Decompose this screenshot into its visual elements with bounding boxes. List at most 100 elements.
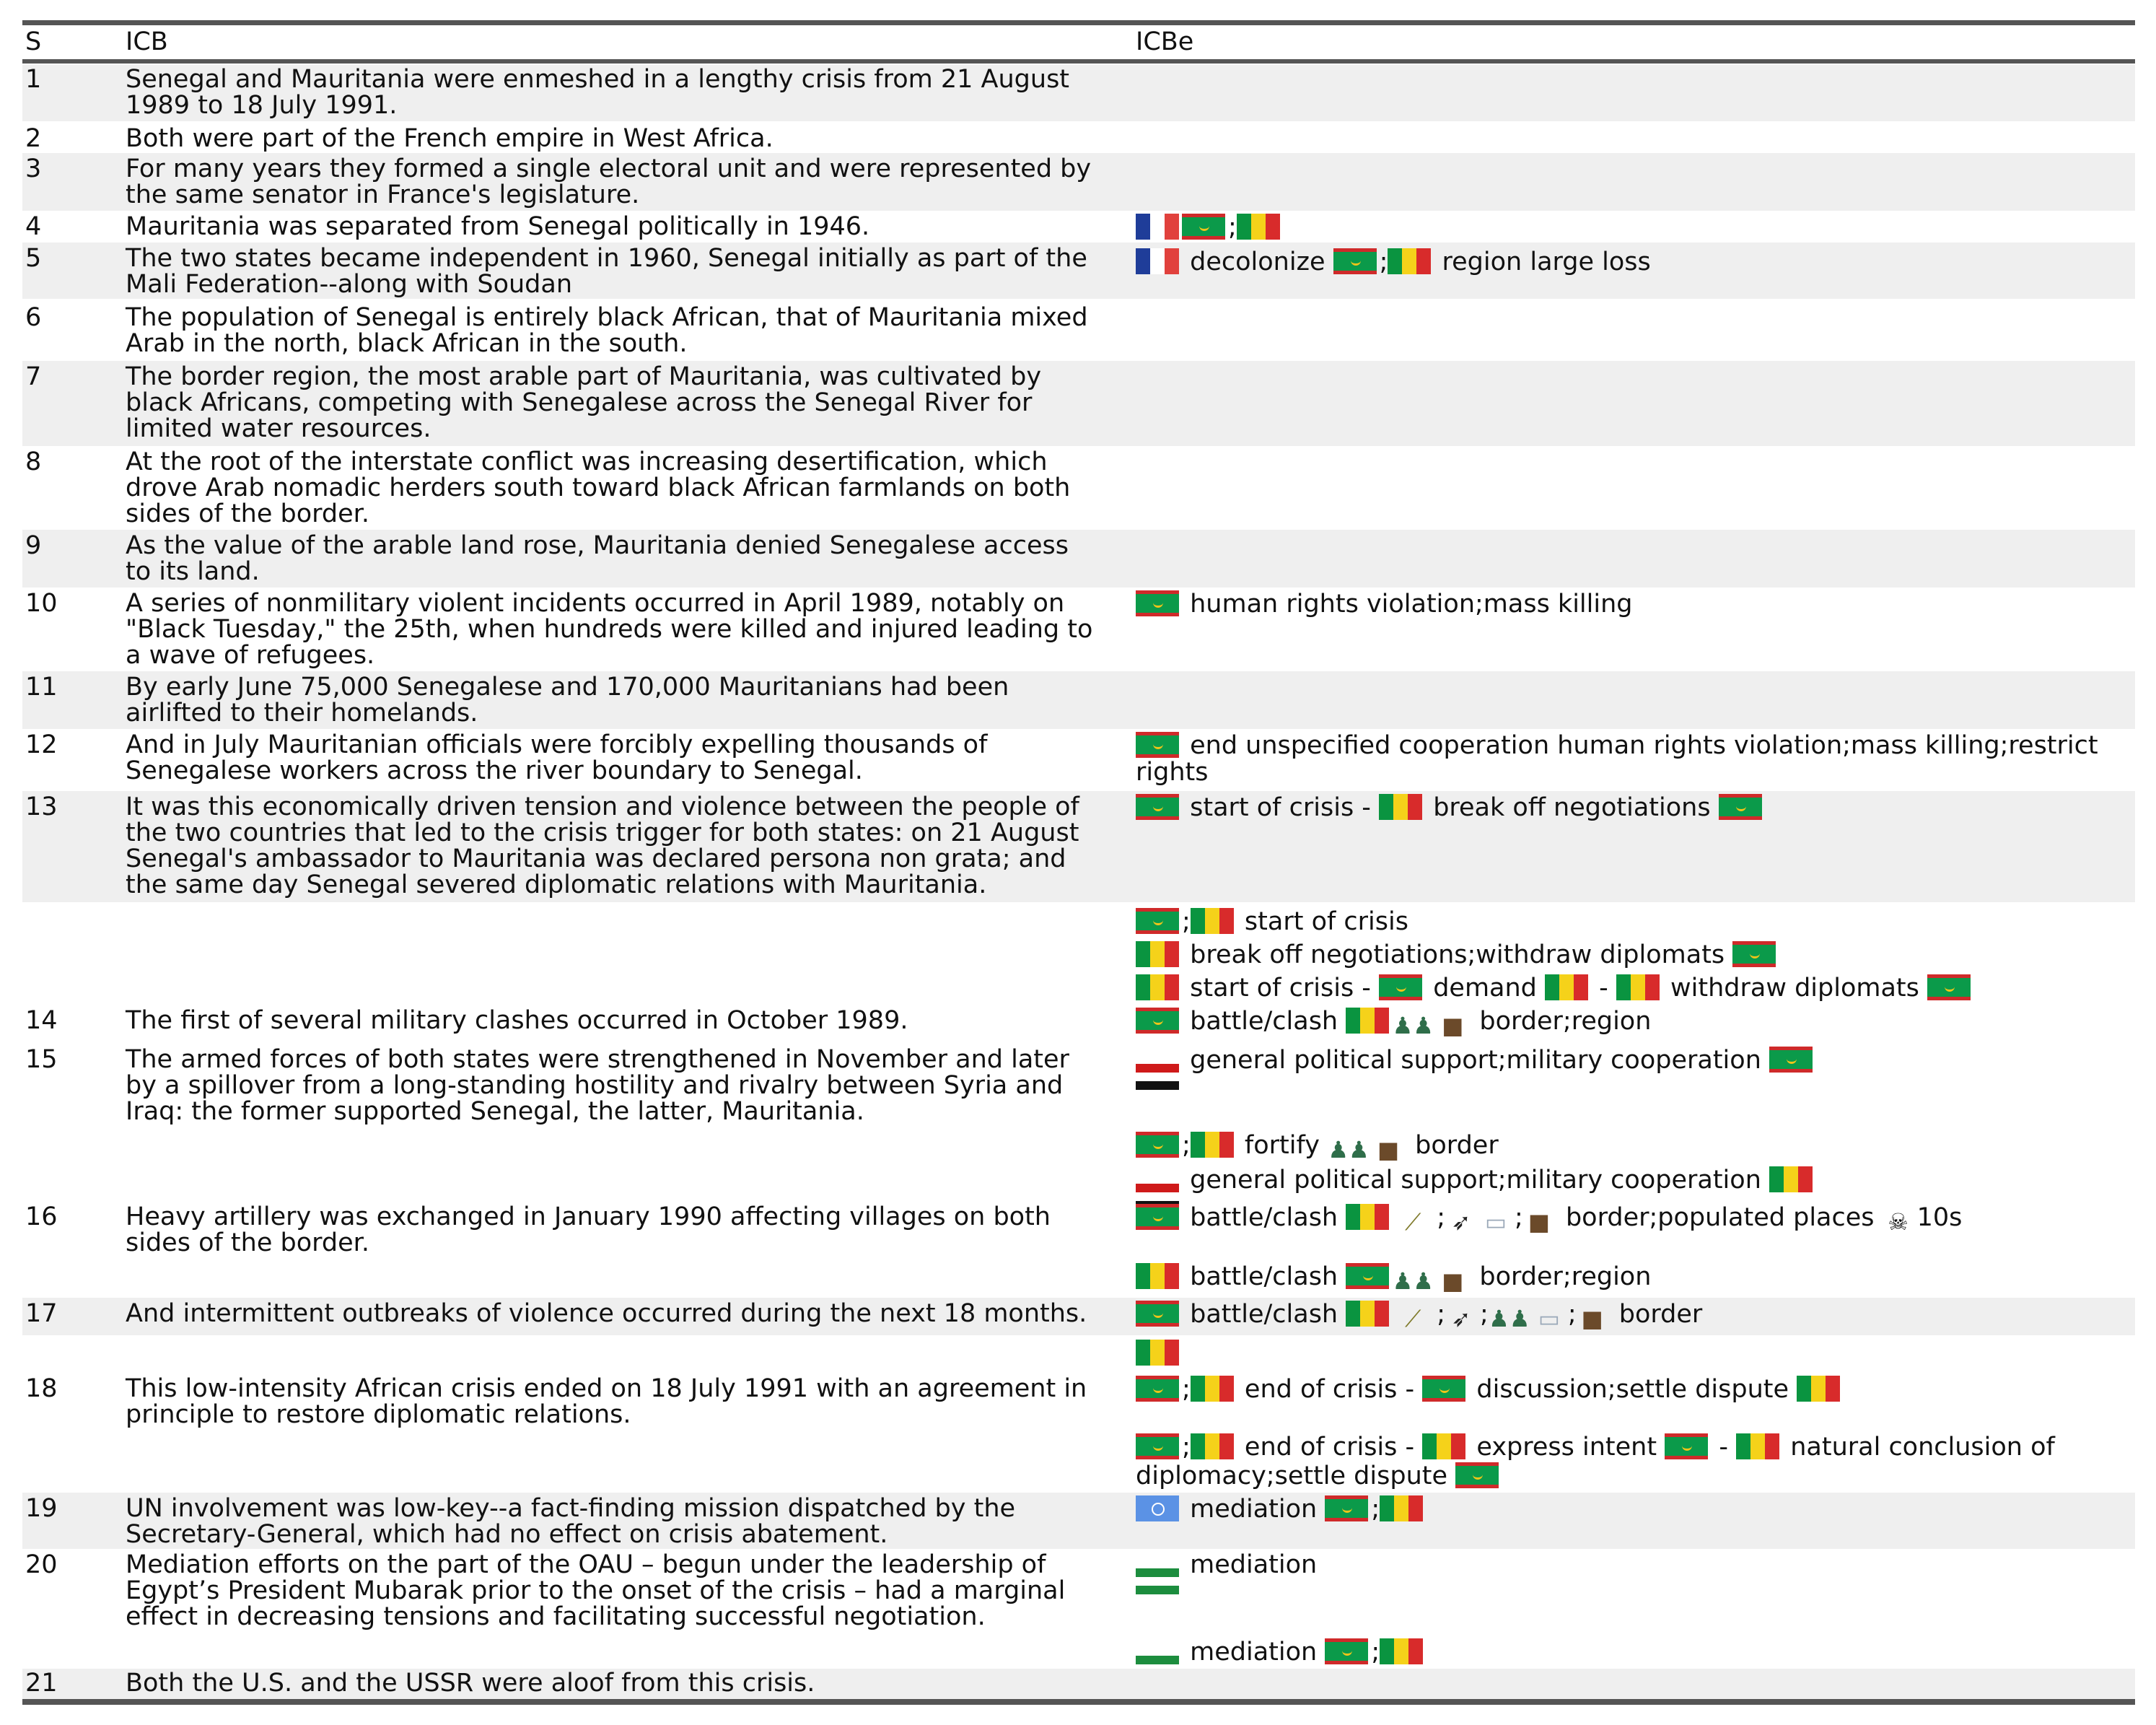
icb-text-line: Mali Federation--along with Soudan bbox=[126, 270, 573, 299]
icbe-event-text: ; bbox=[1371, 1638, 1380, 1667]
flag-senegal-icon bbox=[1380, 1638, 1424, 1664]
icbe-event-text: battle/clash bbox=[1182, 1262, 1346, 1291]
table-row: 11 By early June 75,000 Senegalese and 17… bbox=[22, 671, 2135, 729]
flag-senegal-icon bbox=[1346, 1008, 1390, 1034]
icbe-event-text: discussion;settle dispute bbox=[1468, 1375, 1797, 1404]
sentence-number: 21 bbox=[25, 1669, 58, 1698]
header-icbe: ICBe bbox=[1136, 27, 1194, 56]
icb-text-line: At the root of the interstate conflict w… bbox=[126, 447, 1048, 476]
icbe-event-text: - bbox=[1591, 974, 1616, 1003]
troops-icon: ♟♟ bbox=[1392, 1012, 1434, 1039]
icbe-event-text: mediation bbox=[1182, 1495, 1325, 1524]
icb-text-line: Senegal's ambassador to Mauritania was d… bbox=[126, 844, 1066, 873]
table-row: 20 Mediation efforts on the part of the O… bbox=[22, 1549, 2135, 1682]
icb-text-line: "Black Tuesday," the 25th, when hundreds… bbox=[126, 615, 1093, 644]
icbe-event-line: general political support;military coope… bbox=[1136, 1047, 2135, 1090]
sentence-number: 14 bbox=[25, 1006, 58, 1035]
flag-senegal-icon bbox=[1346, 1204, 1390, 1230]
sentence-number: 19 bbox=[25, 1494, 58, 1523]
icbe-event-line: mediation bbox=[1136, 1552, 2135, 1594]
icbe-event-text: end unspecified cooperation human rights… bbox=[1182, 731, 2098, 760]
territory-box-icon: ■ bbox=[1442, 1012, 1464, 1039]
header-icb: ICB bbox=[126, 27, 168, 56]
icbe-event-line: ; end of crisis - express intent - natur… bbox=[1136, 1433, 2135, 1460]
icbe-event-text: ; bbox=[1228, 213, 1237, 242]
flag-senegal-icon bbox=[1190, 1433, 1234, 1459]
flag-mauritania-icon bbox=[1136, 1301, 1179, 1327]
icbe-event-line: human rights violation;mass killing bbox=[1136, 590, 2135, 617]
icbe-event-text: rights bbox=[1136, 758, 1209, 787]
flag-senegal-icon bbox=[1136, 974, 1179, 1000]
icbe-event-text: region large loss bbox=[1434, 248, 1651, 276]
icb-text-line: Senegal and Mauritania were enmeshed in … bbox=[126, 65, 1070, 94]
icb-text-line: Both were part of the French empire in W… bbox=[126, 124, 774, 153]
icbe-event-line: rights bbox=[1136, 759, 2135, 785]
icbe-event-text: express intent bbox=[1468, 1433, 1665, 1462]
table-row: ; fortify ♟♟ ■ border general political s… bbox=[22, 1126, 2135, 1210]
table-row: 1 Senegal and Mauritania were enmeshed in… bbox=[22, 65, 2135, 121]
table-row: 3 For many years they formed a single ele… bbox=[22, 153, 2135, 211]
wall-icon: ▭ bbox=[1538, 1305, 1560, 1332]
icbe-event-text: start of crisis - bbox=[1182, 793, 1380, 822]
icbe-event-text: ; bbox=[1437, 1300, 1446, 1329]
territory-box-icon: ■ bbox=[1442, 1267, 1464, 1295]
wall-icon: ▭ bbox=[1484, 1208, 1507, 1236]
flag-senegal-icon bbox=[1190, 1132, 1234, 1158]
icb-text-line: And in July Mauritanian officials were f… bbox=[126, 730, 988, 759]
troops-icon: ♟♟ bbox=[1328, 1136, 1370, 1163]
flag-mauritania-icon bbox=[1136, 1376, 1179, 1402]
flag-senegal-icon bbox=[1346, 1301, 1390, 1327]
icbe-event-text: break off negotiations;withdraw diplomat… bbox=[1182, 940, 1733, 969]
icb-text-line: 1989 to 18 July 1991. bbox=[126, 91, 398, 120]
sentence-number: 20 bbox=[25, 1550, 58, 1579]
icb-text-line: The armed forces of both states were str… bbox=[126, 1045, 1069, 1074]
icbe-event-line: decolonize ; region large loss bbox=[1136, 248, 2135, 275]
bottom-rule bbox=[22, 1699, 2135, 1705]
icb-text-line: Secretary-General, which had no effect o… bbox=[126, 1520, 888, 1549]
icbe-event-text: ; bbox=[1515, 1203, 1523, 1232]
icbe-event-text: mediation bbox=[1182, 1638, 1325, 1667]
rocket-icon: ➶ bbox=[1451, 1208, 1471, 1236]
icbe-event-text: ; bbox=[1437, 1203, 1446, 1232]
icbe-event-line: ; bbox=[1136, 214, 2135, 240]
table-row: 19 UN involvement was low-key--a fact-fin… bbox=[22, 1493, 2135, 1549]
skull-icon: ☠ bbox=[1888, 1208, 1909, 1236]
icb-text-line: It was this economically driven tension … bbox=[126, 792, 1079, 821]
flag-senegal-icon bbox=[1379, 794, 1423, 820]
icbe-event-text: mediation bbox=[1182, 1550, 1318, 1579]
sentence-number: 11 bbox=[25, 673, 58, 702]
icbe-event-line: battle/clash ♟♟ ■ border;region bbox=[1136, 1263, 2135, 1294]
icbe-event-text: break off negotiations bbox=[1425, 793, 1719, 822]
flag-senegal-icon bbox=[1388, 248, 1432, 274]
icb-text-line: The border region, the most arable part … bbox=[126, 362, 1042, 391]
icb-text-line: effect in decreasing tensions and facili… bbox=[126, 1602, 986, 1631]
icbe-event-text: general political support;military coope… bbox=[1182, 1046, 1770, 1075]
icbe-event-text: border;populated places bbox=[1557, 1203, 1883, 1232]
flag-senegal-icon bbox=[1797, 1376, 1841, 1402]
flag-senegal-icon bbox=[1736, 1433, 1780, 1459]
icb-text-line: principle to restore diplomatic relation… bbox=[126, 1400, 631, 1429]
flag-mauritania-icon bbox=[1927, 974, 1971, 1000]
table-row: 17 And intermittent outbreaks of violence… bbox=[22, 1298, 2135, 1335]
flag-senegal-icon bbox=[1769, 1166, 1813, 1192]
icbe-event-text: border;region bbox=[1471, 1007, 1652, 1036]
icbe-event-text: 10s bbox=[1916, 1203, 1963, 1232]
icbe-event-text: human rights violation;mass killing bbox=[1182, 590, 1633, 619]
flag-mauritania-icon bbox=[1182, 214, 1225, 240]
icbe-event-text: ; bbox=[1567, 1300, 1577, 1329]
icbe-event-text: decolonize bbox=[1182, 248, 1333, 276]
flag-mauritania-icon bbox=[1136, 1204, 1179, 1230]
territory-box-icon: ■ bbox=[1377, 1136, 1400, 1163]
sentence-number: 6 bbox=[25, 303, 42, 332]
icbe-event-text: border bbox=[1611, 1300, 1703, 1329]
icbe-event-line: mediation ; bbox=[1136, 1638, 2135, 1682]
table-row: 9 As the value of the arable land rose, M… bbox=[22, 530, 2135, 588]
icbe-event-line: ; fortify ♟♟ ■ border bbox=[1136, 1132, 2135, 1163]
icb-text-line: the same senator in France's legislature… bbox=[126, 180, 640, 209]
icbe-event-text: - bbox=[1711, 1433, 1737, 1462]
table-row: 5 The two states became independent in 19… bbox=[22, 243, 2135, 299]
flag-mauritania-icon bbox=[1136, 1433, 1179, 1459]
flag-mauritania-icon bbox=[1665, 1433, 1709, 1459]
table-row: ; start of crisis break off negotiations… bbox=[22, 902, 2135, 1005]
